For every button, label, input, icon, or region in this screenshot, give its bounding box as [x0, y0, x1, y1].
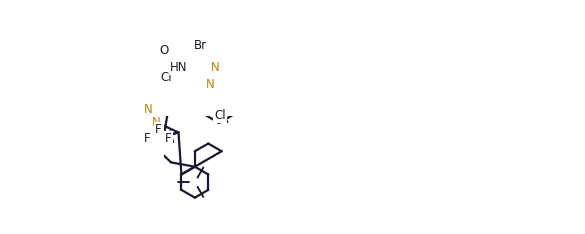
- Text: N: N: [144, 103, 153, 116]
- Text: F: F: [166, 132, 172, 145]
- Text: Cl: Cl: [214, 109, 226, 122]
- Text: F: F: [156, 123, 162, 136]
- Text: F: F: [143, 132, 150, 145]
- Text: N: N: [211, 61, 220, 74]
- Text: O: O: [160, 44, 169, 57]
- Text: Cl: Cl: [161, 71, 173, 84]
- Text: HN: HN: [170, 61, 187, 74]
- Text: N: N: [206, 78, 215, 91]
- Text: Br: Br: [194, 39, 207, 52]
- Text: N: N: [152, 116, 161, 129]
